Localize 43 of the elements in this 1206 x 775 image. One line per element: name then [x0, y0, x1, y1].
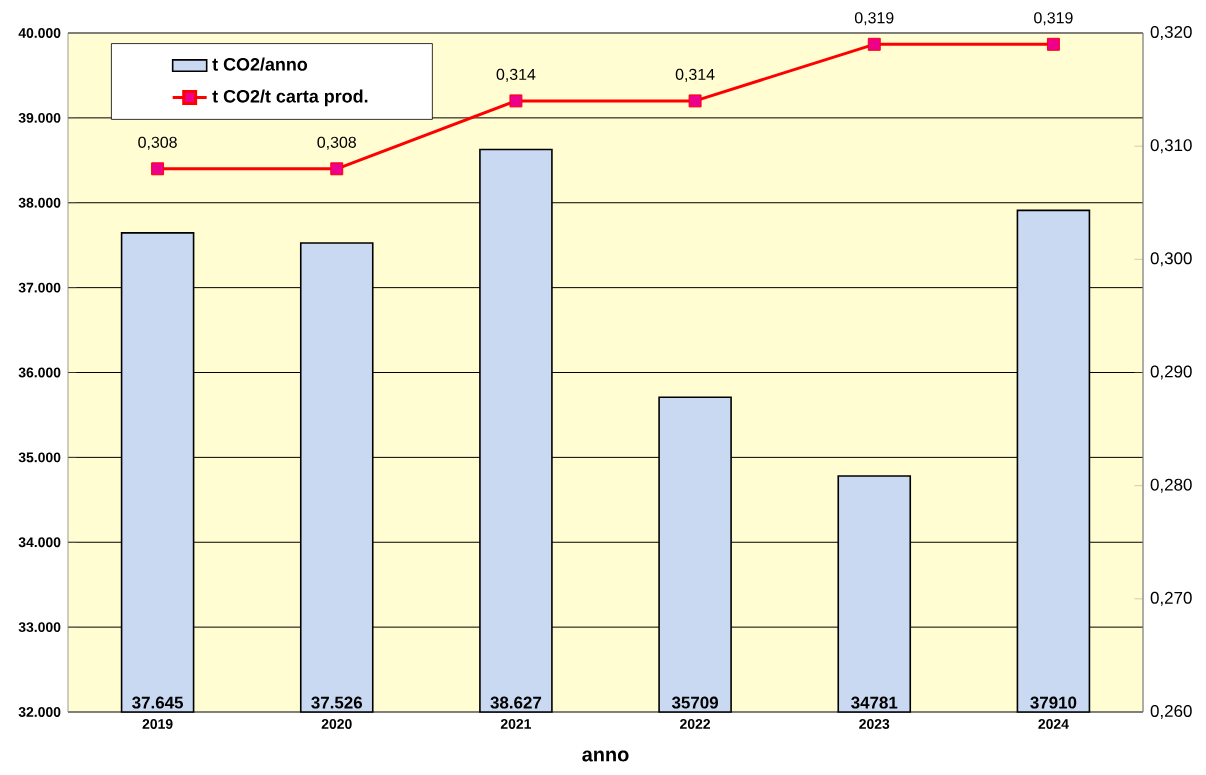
- point: [1046, 37, 1060, 51]
- legend-label: t CO2/anno: [212, 57, 308, 71]
- data-label: 0,314: [675, 68, 715, 82]
- x-axis-title: anno: [582, 750, 629, 762]
- x-tick-label: 2020: [321, 719, 352, 729]
- y-tick-label: 32.000: [18, 707, 61, 717]
- data-label: 0,308: [138, 136, 177, 150]
- y2-tick-label: 0,320: [1150, 26, 1192, 40]
- y-tick-label: 37.000: [18, 282, 61, 293]
- point: [867, 37, 881, 51]
- data-label: 0,319: [1034, 12, 1073, 26]
- y-tick-label: 40.000: [18, 28, 61, 38]
- x-tick-label: 2023: [859, 719, 890, 729]
- y2-tick-label: 0,300: [1150, 252, 1192, 267]
- data-label: 37.645: [132, 696, 183, 709]
- point: [688, 94, 702, 108]
- y-tick-label: 38.000: [18, 197, 61, 208]
- data-label: 0,308: [317, 136, 356, 150]
- y2-tick-label: 0,260: [1150, 705, 1192, 719]
- data-label: 37910: [1030, 696, 1077, 709]
- x-tick-label: 2021: [500, 719, 532, 729]
- data-label: 35709: [671, 696, 718, 709]
- y2-tick-label: 0,290: [1150, 365, 1192, 380]
- point: [330, 162, 344, 176]
- y2-tick-label: 0,270: [1150, 591, 1192, 606]
- x-tick-label: 2022: [680, 719, 711, 729]
- point: [151, 162, 165, 176]
- x-tick-label: 2024: [1038, 719, 1069, 729]
- data-label: 0,319: [854, 12, 894, 26]
- y-tick-label: 33.000: [18, 622, 61, 633]
- point: [509, 94, 523, 108]
- y2-tick-label: 0,310: [1150, 139, 1192, 154]
- y-tick-label: 36.000: [18, 367, 61, 378]
- data-label: 0,314: [496, 68, 536, 82]
- y-tick-label: 39.000: [18, 112, 61, 123]
- data-label: 37.526: [311, 696, 363, 709]
- y-tick-label: 34.000: [18, 537, 61, 548]
- data-label: 38.627: [490, 696, 542, 709]
- y2-tick-label: 0,280: [1150, 478, 1192, 493]
- x-tick-label: 2019: [142, 719, 173, 729]
- legend-label: t CO2/t carta prod.: [212, 89, 368, 107]
- y-tick-label: 35.000: [18, 452, 61, 463]
- data-label: 34781: [851, 696, 898, 709]
